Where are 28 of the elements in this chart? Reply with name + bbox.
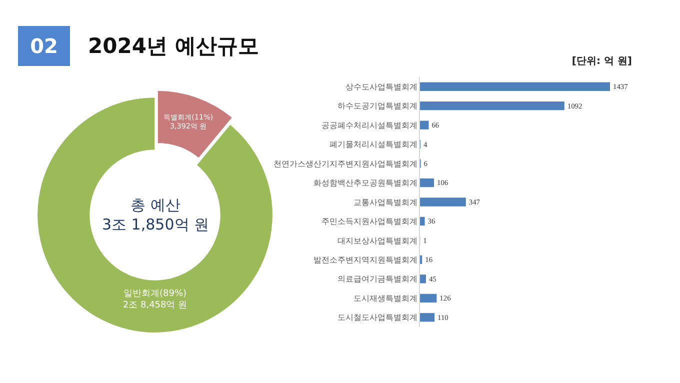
- bar: [420, 274, 426, 284]
- text: [단위: 억 원]: [572, 55, 632, 68]
- bar: [420, 216, 425, 226]
- y-tick-label: 도시철도사업특별회계: [337, 313, 418, 322]
- bar: [420, 294, 437, 302]
- y-tick-label: 의료급여기금특별회계: [337, 274, 418, 284]
- y-tick-label: 공공폐수처리시설특별회계: [321, 120, 418, 130]
- slice-label: 일반회계(89%) 2조 8,458억 원: [122, 288, 188, 310]
- y-tick-label: 발전소주변지역지원특별회계: [313, 255, 418, 264]
- text: 02: [18, 26, 70, 66]
- y-tick-label: 대지보상사업특별회계: [337, 236, 418, 246]
- y-tick-label: 교통사업특별회계: [353, 198, 418, 207]
- text: 총 예산 3조 1,850억 원: [102, 196, 210, 234]
- y-tick-label: 도시재생특별회계: [353, 294, 418, 303]
- bar: [420, 82, 610, 91]
- bar: [420, 178, 434, 188]
- y-tick-label: 화성함백산추모공원특별회계: [313, 178, 418, 188]
- y-tick-label: 상수도사업특별회계: [345, 82, 418, 92]
- bar: [420, 313, 435, 322]
- bar: [420, 120, 429, 130]
- y-tick-label: 주민소득지원사업특별회계: [321, 217, 418, 226]
- y-tick-label: 천연가스생산기지주변지원사업특별회계: [273, 159, 418, 168]
- bar: [420, 198, 466, 206]
- slice-label: 특별회계(11%) 3,392억 원: [164, 112, 214, 131]
- y-tick-label: 하수도공기업특별회계: [337, 102, 418, 111]
- chart-title: 2024년 예산규모: [88, 33, 259, 60]
- bar: [420, 102, 564, 110]
- y-tick-label: 폐기물처리시설특별회계: [329, 140, 418, 150]
